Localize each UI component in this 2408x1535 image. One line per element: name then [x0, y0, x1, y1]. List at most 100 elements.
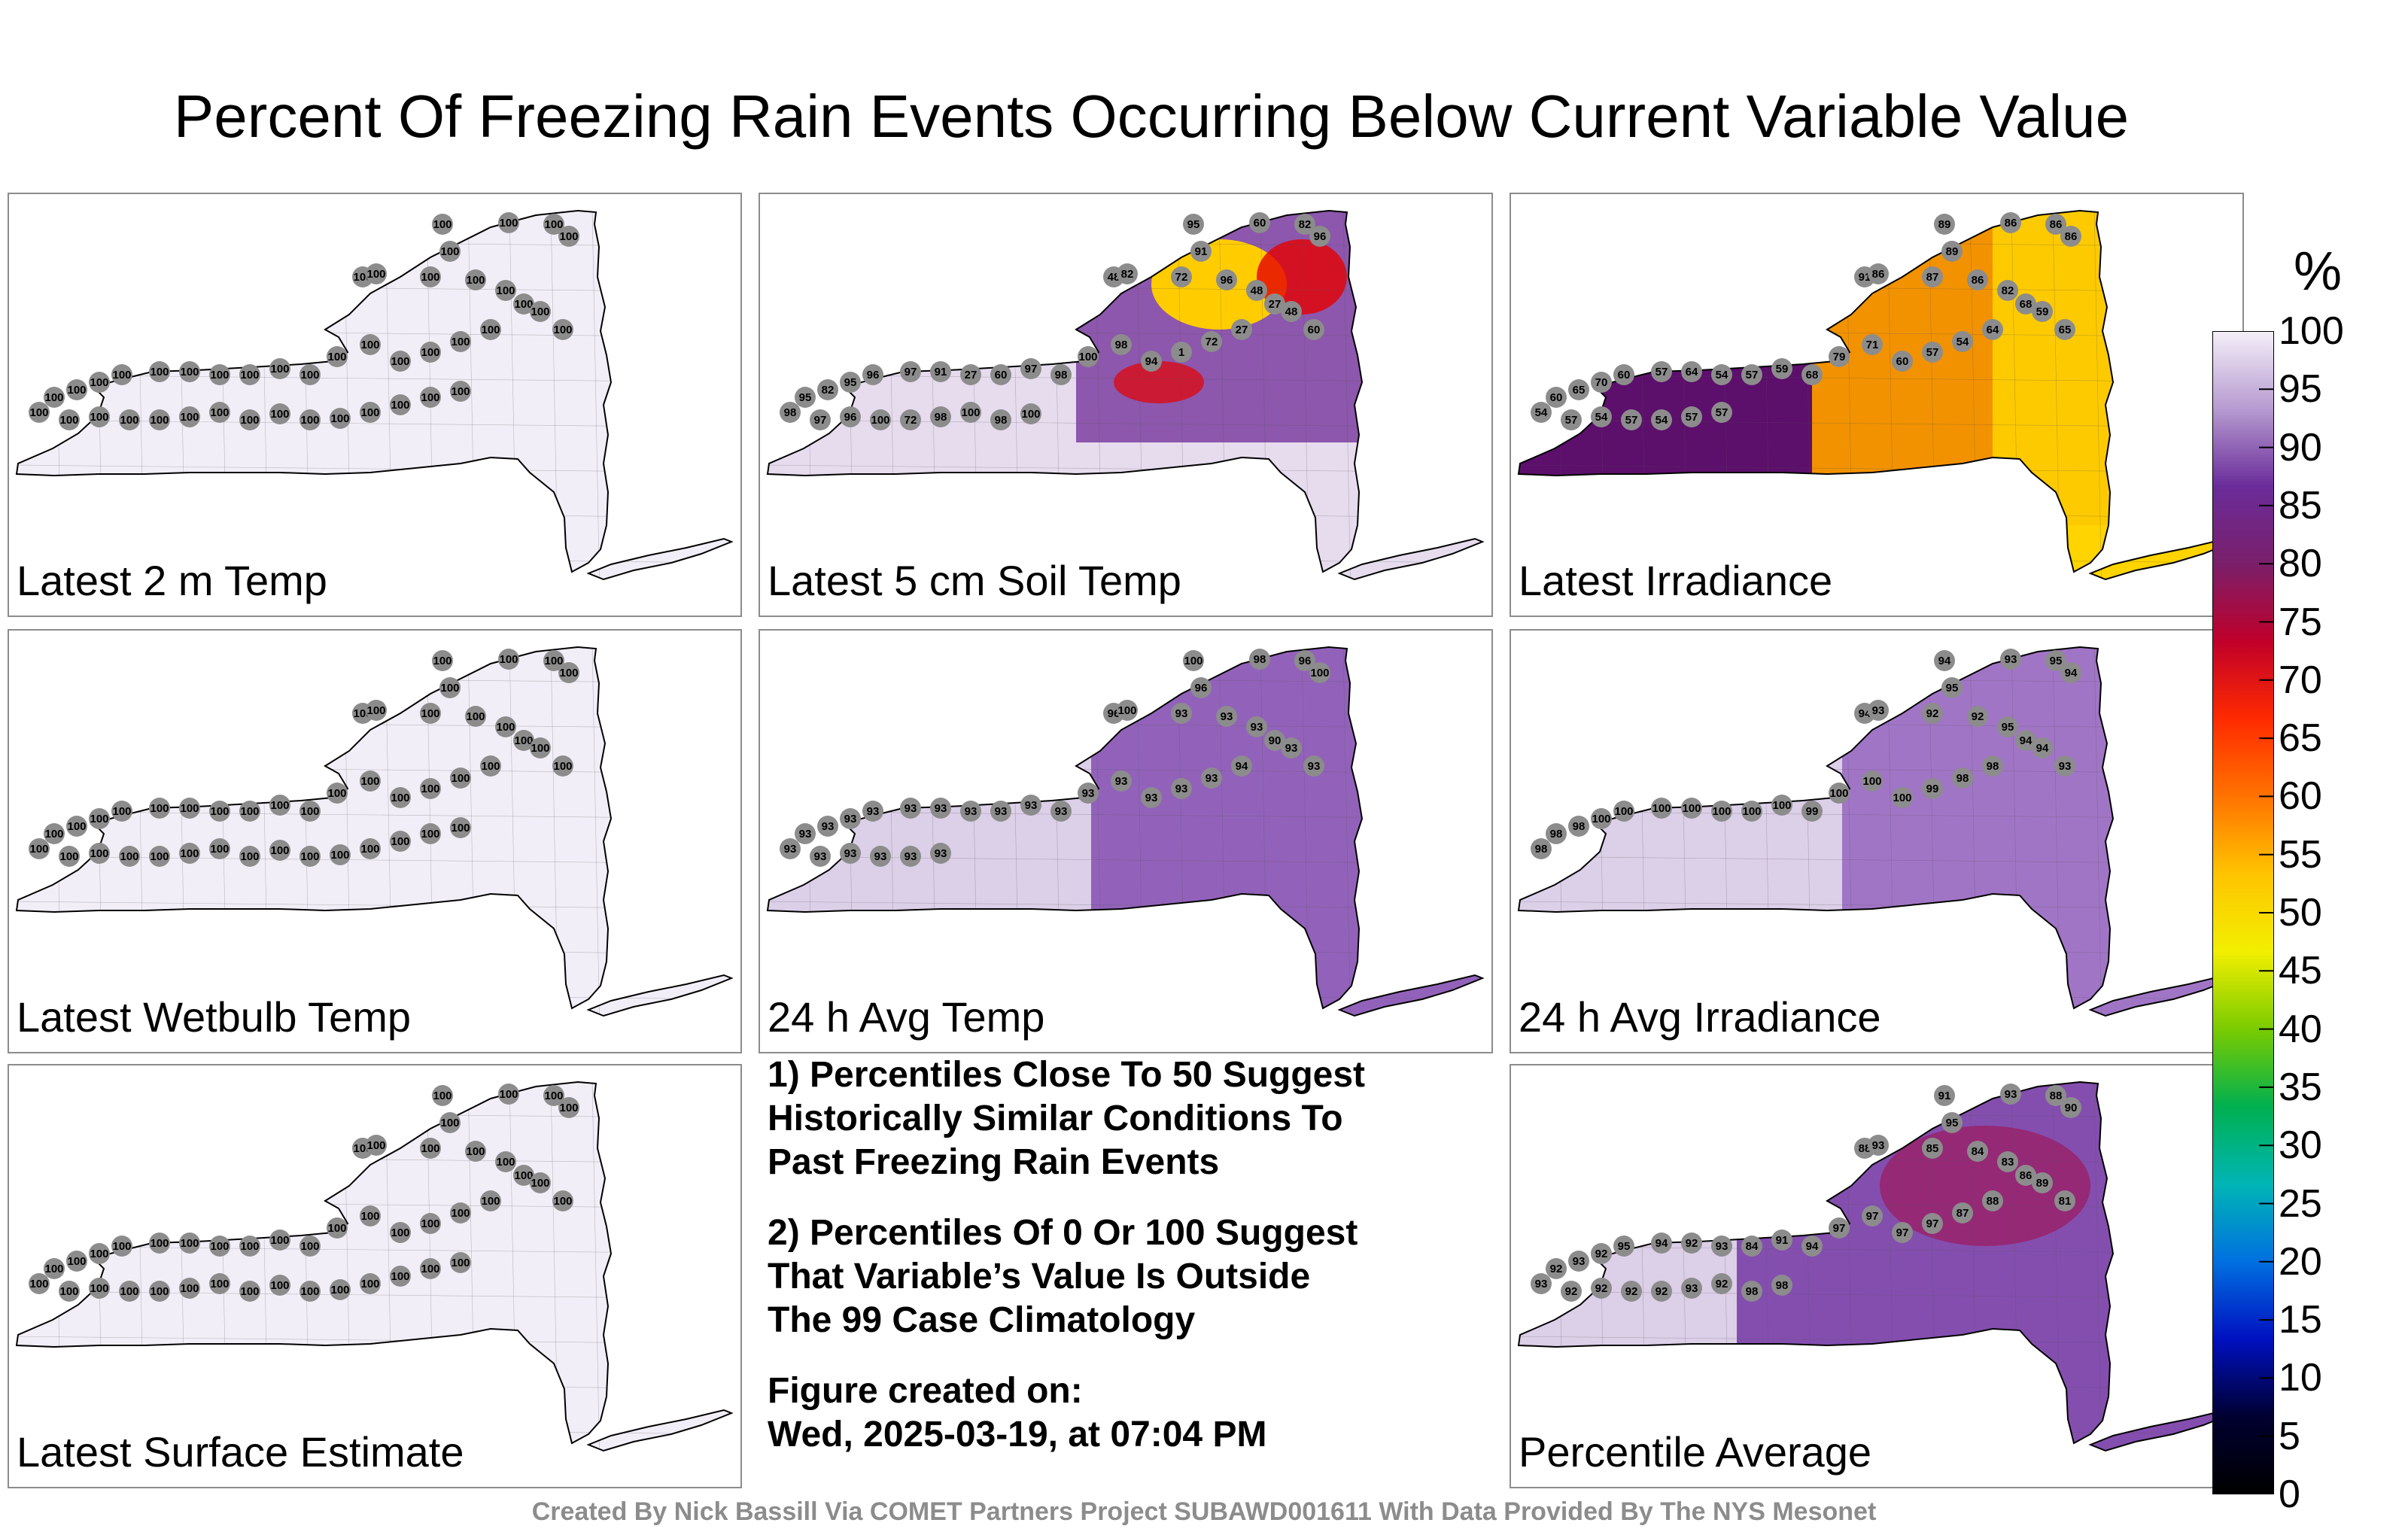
station-value: 100	[481, 760, 500, 773]
station-value: 57	[1746, 369, 1759, 381]
station-dot	[480, 755, 501, 777]
station-marker: 79	[1829, 346, 1850, 367]
station-value: 100	[559, 667, 578, 679]
station-dot	[1952, 1202, 1973, 1223]
station-value: 86	[2065, 230, 2078, 243]
station-dot	[862, 801, 883, 822]
station-value: 48	[1285, 305, 1298, 318]
station-value: 82	[1299, 218, 1312, 231]
station-value: 87	[1956, 1207, 1969, 1220]
station-dot	[530, 737, 551, 758]
station-marker: 93	[1216, 706, 1237, 727]
station-dot	[900, 409, 921, 430]
station-dot	[862, 364, 883, 385]
station-marker: 100	[1651, 798, 1672, 819]
station-marker: 88	[1982, 1190, 2003, 1211]
station-value: 100	[360, 1278, 379, 1290]
station-marker: 100	[330, 1279, 351, 1300]
station-dot	[1546, 823, 1567, 844]
station-value: 100	[559, 230, 578, 243]
station-dot	[1651, 361, 1672, 382]
station-value: 72	[1175, 271, 1188, 284]
station-dot	[1941, 241, 1963, 262]
station-marker: 100	[269, 1230, 290, 1251]
station-value: 91	[1938, 1090, 1951, 1102]
station-value: 93	[935, 847, 947, 860]
station-dot	[1111, 334, 1132, 355]
station-value: 93	[1308, 760, 1321, 773]
long-island-outline	[1337, 537, 1485, 581]
station-marker: 100	[495, 716, 516, 737]
station-value: 100	[240, 414, 259, 427]
station-marker: 100	[432, 1085, 453, 1106]
station-marker: 100	[420, 1138, 441, 1159]
station-marker: 72	[1171, 266, 1192, 287]
station-dot	[930, 843, 951, 864]
station-marker: 100	[495, 280, 516, 301]
station-dot	[209, 364, 230, 385]
station-value: 100	[466, 710, 485, 723]
station-marker: 93	[1868, 700, 1889, 721]
station-dot	[390, 394, 411, 415]
station-value: 82	[1121, 268, 1134, 281]
station-value: 92	[1686, 1237, 1698, 1250]
station-dot	[1941, 1112, 1963, 1133]
station-marker: 100	[439, 241, 461, 262]
station-value: 1	[1178, 346, 1184, 359]
station-marker: 93	[930, 843, 951, 864]
station-value: 100	[366, 268, 385, 281]
station-dot	[1281, 737, 1302, 758]
station-value: 100	[433, 218, 451, 231]
station-value: 96	[1299, 655, 1312, 667]
station-dot	[1171, 266, 1192, 287]
station-dot	[2000, 1084, 2021, 1105]
station-value: 93	[1082, 787, 1095, 800]
station-value: 72	[1206, 336, 1218, 348]
station-marker: 93	[1050, 801, 1072, 822]
station-dot	[1651, 409, 1672, 430]
station-marker: 100	[239, 1236, 260, 1257]
station-marker: 100	[269, 840, 290, 861]
station-marker: 93	[810, 846, 831, 867]
station-dot	[2000, 212, 2021, 233]
station-dot	[1862, 1205, 1883, 1226]
station-value: 100	[466, 1145, 485, 1158]
station-dot	[552, 319, 573, 340]
station-marker: 93	[840, 808, 861, 829]
station-dot	[1183, 214, 1204, 235]
station-dot	[465, 269, 486, 290]
footer-credit: Created By Nick Bassill Via COMET Partne…	[531, 1497, 1877, 1526]
station-value: 96	[1195, 682, 1208, 695]
station-marker: 57	[1741, 364, 1762, 385]
station-value: 98	[1987, 760, 1999, 773]
station-value: 98	[935, 411, 947, 424]
station-dot	[2000, 649, 2021, 670]
station-value: 100	[270, 1279, 289, 1292]
station-dot	[513, 293, 534, 315]
station-marker: 100	[29, 838, 50, 859]
station-marker: 95	[1997, 716, 2018, 737]
station-value: 94	[2036, 742, 2049, 755]
station-marker: 100	[450, 1252, 471, 1273]
station-dot	[930, 406, 951, 427]
station-marker: 93	[930, 798, 951, 819]
colorbar-tick-label: 15	[2279, 1298, 2322, 1342]
county-line	[768, 946, 1482, 955]
station-value: 100	[1742, 805, 1761, 818]
colorbar	[2212, 331, 2274, 1494]
station-dot	[1892, 351, 1913, 372]
station-marker: 96	[840, 406, 861, 427]
station-marker: 59	[1771, 358, 1792, 379]
station-value: 100	[59, 414, 78, 427]
station-dot	[209, 1273, 230, 1294]
station-value: 100	[531, 1177, 549, 1190]
colorbar-tick-label: 35	[2279, 1065, 2322, 1109]
station-marker: 72	[900, 409, 921, 430]
station-dot	[1246, 280, 1267, 301]
station-dot	[2060, 1097, 2081, 1118]
station-value: 100	[360, 406, 379, 419]
station-dot	[840, 843, 861, 864]
station-value: 100	[180, 366, 199, 378]
station-value: 100	[90, 1282, 108, 1295]
note-line: Figure created on:	[768, 1371, 1083, 1411]
